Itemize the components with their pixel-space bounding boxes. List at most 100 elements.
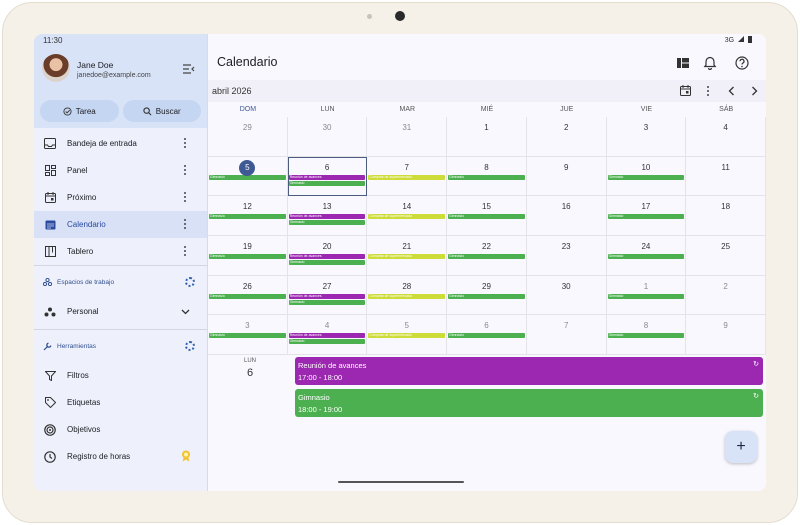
event-chip[interactable]: Reunión de avances bbox=[288, 254, 366, 259]
event-chip[interactable]: Gimnasio bbox=[288, 180, 366, 186]
day-cell[interactable]: 2 bbox=[526, 117, 607, 157]
event-chip[interactable]: Gimnasio bbox=[448, 214, 525, 220]
event-chip[interactable]: Gimnasio bbox=[607, 254, 685, 259]
sidebar-item-inbox[interactable]: Bandeja de entrada bbox=[34, 130, 207, 157]
day-cell[interactable]: 11 bbox=[686, 156, 766, 197]
event-chip[interactable]: Gimnasio bbox=[607, 174, 685, 180]
event-chip[interactable]: Gimnasio bbox=[209, 174, 286, 180]
agenda-event[interactable]: Reunión de avances 17:00 - 18:00 ↻ bbox=[295, 357, 763, 385]
more-options-icon[interactable] bbox=[184, 138, 187, 148]
event-chip[interactable]: Gimnasio bbox=[288, 339, 366, 345]
day-cell[interactable]: 29 Gimnasio bbox=[447, 275, 527, 316]
day-cell[interactable]: 24 Gimnasio bbox=[606, 236, 687, 276]
day-cell[interactable]: 22 Gimnasio bbox=[447, 236, 527, 276]
day-cell[interactable]: 9 bbox=[526, 156, 607, 197]
sidebar-item-calendar[interactable]: Calendario bbox=[34, 211, 207, 238]
add-task-button[interactable]: Tarea bbox=[40, 100, 119, 122]
event-chip[interactable]: Gimnasio bbox=[448, 293, 525, 299]
day-cell[interactable]: 12 Gimnasio bbox=[208, 196, 288, 236]
day-cell[interactable]: 30 bbox=[526, 275, 607, 316]
workspace-selector[interactable]: Personal bbox=[34, 298, 207, 325]
more-options-icon[interactable] bbox=[184, 219, 187, 229]
chevron-right-icon[interactable] bbox=[751, 86, 758, 96]
day-cell[interactable]: 26 Gimnasio bbox=[208, 275, 288, 316]
day-cell[interactable]: 28 Compras de supermercado bbox=[367, 275, 448, 316]
more-options-icon[interactable] bbox=[184, 165, 187, 175]
day-cell[interactable]: 9 bbox=[686, 315, 766, 355]
event-chip[interactable]: Gimnasio bbox=[209, 214, 286, 220]
day-cell[interactable]: 18 bbox=[686, 196, 766, 236]
day-cell[interactable]: 5 Gimnasio bbox=[208, 156, 288, 197]
day-cell[interactable]: 31 bbox=[367, 117, 448, 157]
event-chip[interactable]: Gimnasio bbox=[607, 214, 685, 220]
day-cell[interactable]: 4 Reunión de avances Gimnasio bbox=[287, 315, 368, 355]
event-chip[interactable]: Gimnasio bbox=[288, 299, 366, 305]
more-options-icon[interactable] bbox=[184, 246, 187, 256]
day-cell[interactable]: 3 Gimnasio bbox=[208, 315, 288, 355]
day-cell[interactable]: 3 bbox=[606, 117, 687, 157]
gear-icon[interactable] bbox=[185, 341, 195, 351]
day-cell[interactable]: 16 bbox=[526, 196, 607, 236]
event-chip[interactable]: Reunión de avances bbox=[288, 293, 366, 299]
event-chip[interactable]: Reunión de avances bbox=[288, 174, 366, 180]
event-chip[interactable]: Gimnasio bbox=[209, 293, 286, 299]
day-cell[interactable]: 13 Reunión de avances Gimnasio bbox=[287, 196, 368, 236]
day-cell[interactable]: 7 bbox=[526, 315, 607, 355]
notifications-icon[interactable] bbox=[703, 56, 717, 70]
day-cell[interactable]: 29 bbox=[208, 117, 288, 157]
event-chip[interactable]: Gimnasio bbox=[448, 174, 525, 180]
day-cell[interactable]: 10 Gimnasio bbox=[606, 156, 687, 197]
event-chip[interactable]: Compras de supermercado bbox=[368, 254, 446, 259]
day-cell[interactable]: 14 Compras de supermercado bbox=[367, 196, 448, 236]
day-cell[interactable]: 6 Reunión de avances Gimnasio bbox=[287, 156, 368, 197]
avatar[interactable] bbox=[42, 54, 70, 82]
day-cell[interactable]: 17 Gimnasio bbox=[606, 196, 687, 236]
day-cell[interactable]: 6 Gimnasio bbox=[447, 315, 527, 355]
add-event-button[interactable]: + bbox=[725, 431, 757, 463]
gear-icon[interactable] bbox=[185, 277, 195, 287]
sidebar-item-board[interactable]: Tablero bbox=[34, 238, 207, 265]
event-chip[interactable]: Gimnasio bbox=[448, 254, 525, 259]
day-cell[interactable]: 25 bbox=[686, 236, 766, 276]
event-chip[interactable]: Gimnasio bbox=[448, 333, 525, 339]
day-cell[interactable]: 21 Compras de supermercado bbox=[367, 236, 448, 276]
day-cell[interactable]: 15 Gimnasio bbox=[447, 196, 527, 236]
event-chip[interactable]: Gimnasio bbox=[209, 254, 286, 259]
more-options-icon[interactable] bbox=[184, 192, 187, 202]
event-chip[interactable]: Compras de supermercado bbox=[368, 174, 446, 180]
day-cell[interactable]: 30 bbox=[287, 117, 368, 157]
view-layout-icon[interactable] bbox=[676, 56, 690, 70]
event-chip[interactable]: Gimnasio bbox=[209, 333, 286, 339]
event-chip[interactable]: Compras de supermercado bbox=[368, 214, 446, 220]
event-chip[interactable]: Compras de supermercado bbox=[368, 333, 446, 339]
sidebar-item-time-log[interactable]: Registro de horas bbox=[34, 443, 207, 470]
sidebar-item-labels[interactable]: Etiquetas bbox=[34, 389, 207, 416]
day-cell[interactable]: 8 Gimnasio bbox=[606, 315, 687, 355]
day-cell[interactable]: 5 Compras de supermercado bbox=[367, 315, 448, 355]
sidebar-item-filters[interactable]: Filtros bbox=[34, 362, 207, 389]
day-cell[interactable]: 23 bbox=[526, 236, 607, 276]
event-chip[interactable]: Compras de supermercado bbox=[368, 293, 446, 299]
help-icon[interactable] bbox=[735, 56, 749, 70]
more-options-icon[interactable] bbox=[707, 86, 710, 96]
day-cell[interactable]: 20 Reunión de avances Gimnasio bbox=[287, 236, 368, 276]
sidebar-item-goals[interactable]: Objetivos bbox=[34, 416, 207, 443]
day-cell[interactable]: 19 Gimnasio bbox=[208, 236, 288, 276]
event-chip[interactable]: Gimnasio bbox=[288, 220, 366, 226]
day-cell[interactable]: 1 Gimnasio bbox=[606, 275, 687, 316]
sidebar-item-upcoming[interactable]: Próximo bbox=[34, 184, 207, 211]
chevron-left-icon[interactable] bbox=[728, 86, 735, 96]
sidebar-item-panel[interactable]: Panel bbox=[34, 157, 207, 184]
day-cell[interactable]: 1 bbox=[447, 117, 527, 157]
day-cell[interactable]: 4 bbox=[686, 117, 766, 157]
today-icon[interactable] bbox=[680, 85, 691, 96]
day-cell[interactable]: 7 Compras de supermercado bbox=[367, 156, 448, 197]
event-chip[interactable]: Gimnasio bbox=[607, 293, 685, 299]
event-chip[interactable]: Reunión de avances bbox=[288, 333, 366, 339]
collapse-menu-icon[interactable] bbox=[183, 64, 195, 74]
event-chip[interactable]: Gimnasio bbox=[288, 260, 366, 265]
agenda-event[interactable]: Gimnasio 18:00 - 19:00 ↻ bbox=[295, 389, 763, 417]
event-chip[interactable]: Gimnasio bbox=[607, 333, 685, 339]
day-cell[interactable]: 8 Gimnasio bbox=[447, 156, 527, 197]
day-cell[interactable]: 27 Reunión de avances Gimnasio bbox=[287, 275, 368, 316]
